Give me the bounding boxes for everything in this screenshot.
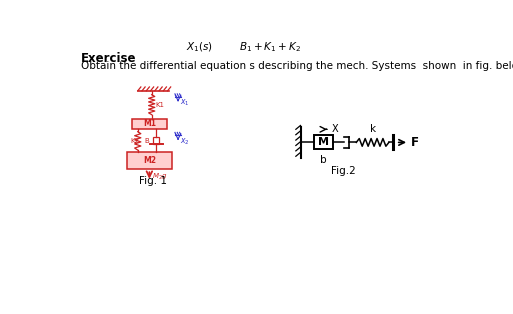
Text: X: X (331, 124, 338, 134)
Text: Obtain the differential equation s describing the mech. Systems  shown  in fig. : Obtain the differential equation s descr… (81, 61, 513, 71)
Text: Fig.2: Fig.2 (331, 165, 356, 176)
Text: $B_1 + K_1 + K_2$: $B_1 + K_1 + K_2$ (239, 40, 301, 54)
Text: $X_1(s)$: $X_1(s)$ (186, 40, 213, 54)
Bar (131, 118, 167, 129)
Text: B: B (145, 138, 149, 144)
Text: M1: M1 (143, 119, 156, 128)
Text: $x_1$: $x_1$ (181, 98, 190, 108)
Bar (127, 152, 172, 169)
Bar (314, 135, 333, 149)
Text: M: M (318, 138, 329, 147)
Text: $M_2g$: $M_2g$ (152, 172, 167, 182)
Text: K2: K2 (131, 138, 140, 144)
Text: Exercise: Exercise (81, 51, 136, 65)
Bar (153, 138, 160, 144)
Text: k: k (369, 124, 376, 134)
Text: b: b (321, 155, 327, 165)
Text: K1: K1 (155, 102, 165, 108)
Text: Fig. 1: Fig. 1 (139, 176, 167, 186)
Text: F: F (411, 136, 419, 149)
Text: M2: M2 (143, 156, 156, 165)
Text: $x_2$: $x_2$ (181, 136, 190, 147)
